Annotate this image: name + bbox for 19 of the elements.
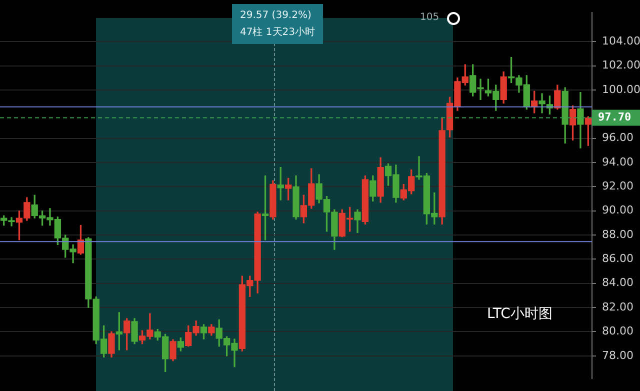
y-tick-label: 104.00 [602, 34, 640, 48]
y-tick-label: 90.00 [602, 204, 634, 217]
annotation: 47柱 1天23小时 [240, 26, 315, 40]
ref-line-label: 97.70 [598, 110, 632, 124]
y-tick-label: 82.00 [602, 300, 634, 314]
y-tick-label: 84.00 [602, 276, 634, 290]
y-tick-label: 102.00 [602, 58, 640, 72]
y-tick-label: 88.00 [602, 228, 634, 241]
annotation: 29.57 (39.2%) [240, 9, 312, 23]
y-tick-label: 80.00 [602, 324, 634, 338]
y-tick-label: 94.00 [602, 155, 634, 168]
y-tick-label: 78.00 [602, 348, 634, 362]
y-tick-label: 86.00 [602, 252, 634, 266]
annotation: LTC小时图 [487, 305, 552, 323]
y-tick-label: 100.00 [602, 82, 640, 96]
y-tick-label: 92.00 [602, 180, 634, 193]
annotation: 105 [420, 12, 440, 23]
candlestick [538, 93, 546, 114]
y-tick-label: 96.00 [602, 131, 634, 144]
